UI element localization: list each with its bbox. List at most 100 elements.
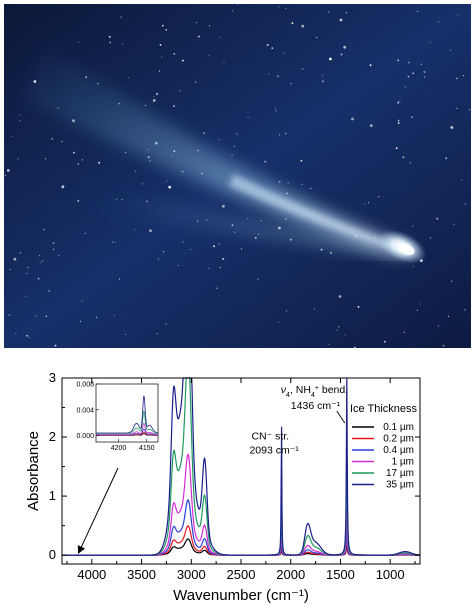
star [114,241,116,243]
star [397,119,400,122]
star [430,237,432,239]
star [322,74,324,76]
star [127,77,129,79]
star [159,70,161,72]
star [149,229,152,233]
y-tick-label-0: 0 [49,547,56,562]
star [395,147,398,150]
legend-label-1: 0.2 µm [383,434,414,445]
star [397,59,400,62]
inset-chart: 0.000 0.004 0.008 4200 4150 [76,382,159,555]
star [9,268,11,270]
annotation-cn-wavenumber: 2093 cm⁻¹ [249,444,299,456]
y-axis-title: Absorbance [25,431,42,511]
star [157,258,159,260]
star [278,6,280,8]
star [301,24,305,28]
star [218,139,220,141]
y-tick-label-2: 2 [49,429,56,444]
star [287,182,289,184]
star [423,71,426,73]
star [271,47,274,49]
star [290,83,292,85]
star [19,120,21,122]
star [285,310,287,312]
star [449,49,452,52]
star [222,204,225,208]
inset-pointer-arrow [77,467,119,555]
star [429,41,431,43]
star [218,243,220,245]
star [156,93,159,95]
x-tick-label-2: 3000 [177,567,206,582]
x-tick-label-5: 1500 [326,567,355,582]
legend-label-3: 1 µm [392,457,414,468]
star [222,258,225,260]
star [233,146,235,148]
star [223,61,225,63]
star [301,184,303,186]
star [240,248,242,250]
star [216,287,218,289]
inset-x-tick-label-0: 4200 [111,445,127,452]
star [113,314,115,316]
star [95,316,97,318]
star [300,159,303,162]
x-tick-label-6: 1000 [376,567,405,582]
star [168,185,172,189]
star [177,264,179,266]
star [453,223,455,225]
series-line-5 [62,377,420,556]
star [125,333,127,335]
y-tick-label-1: 1 [49,488,56,503]
star [52,248,55,250]
star [336,329,338,331]
inset-series-line-3 [96,422,158,436]
star [149,160,151,162]
star [407,75,410,78]
ir-spectrum-chart: 4000 3500 3000 2500 2000 1500 1000 0 1 2 3 Wavenumb… [25,370,421,604]
star [219,36,221,38]
star [353,346,356,348]
star [264,160,267,163]
star [15,332,17,335]
star [166,180,168,182]
annotation-nh4-wavenumber: 1436 cm⁻¹ [291,400,341,412]
star [468,109,471,111]
annotation-nh4-pointer [336,410,346,424]
y-tick-label-3: 3 [49,370,56,385]
star [437,325,439,327]
star [153,96,155,98]
star [456,77,458,80]
star [378,196,380,198]
star [329,57,332,61]
star [236,133,238,135]
star [383,340,386,343]
star [456,107,458,109]
legend-label-0: 0.1 µm [383,422,414,433]
star [173,105,175,108]
star [285,133,287,135]
star [464,309,466,311]
comet-ion-tail [64,184,409,254]
legend-title: Ice Thickness [350,403,418,415]
star [162,251,165,253]
star [407,61,410,64]
star [17,158,19,160]
x-tick-label-0: 4000 [77,567,106,582]
star [133,228,136,231]
star [412,265,414,267]
star [302,68,304,70]
star [24,295,26,297]
star [173,53,176,55]
star [182,241,184,243]
star [79,320,81,322]
star [438,21,440,23]
star [189,248,191,250]
star [339,18,343,22]
star [278,321,280,323]
star [45,315,48,318]
star [161,24,164,27]
star [463,75,465,77]
